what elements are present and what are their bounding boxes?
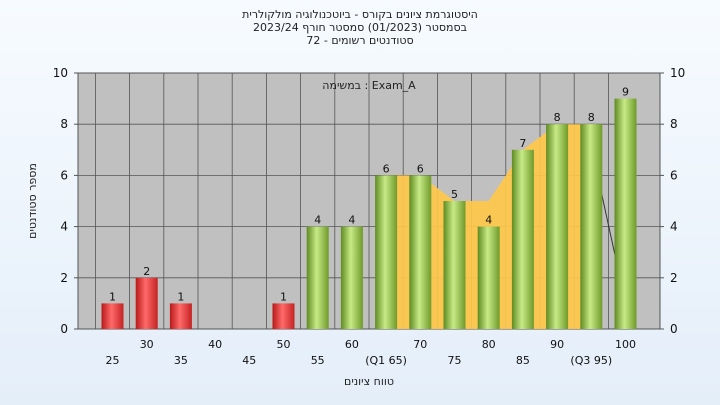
y-tick-right: 6	[670, 168, 678, 182]
y-tick-left: 4	[60, 220, 68, 234]
chart-title-line-1: היסטוגרמת ציונים בקורס - ביוטכנולוגיה מו…	[242, 8, 478, 21]
x-tick-label: 90	[550, 338, 564, 351]
bar-label-75: 5	[451, 188, 458, 201]
y-tick-left: 6	[60, 168, 68, 182]
x-tick-label: 100	[615, 338, 636, 351]
bar-80	[477, 226, 500, 329]
bar-70	[409, 175, 432, 329]
bar-label-90: 8	[554, 111, 561, 124]
x-tick-label: 50	[277, 338, 291, 351]
x-tick-label: 25	[106, 354, 120, 367]
bar-label-80: 4	[485, 214, 492, 227]
y-axis: 0 0 2 2 4 4 6 6 8 8 10 10	[53, 66, 686, 336]
bar-75	[443, 201, 466, 329]
bars	[101, 98, 637, 329]
y-tick-left: 2	[60, 271, 68, 285]
x-tick-label: 55	[311, 354, 325, 367]
x-tick-label: 70	[413, 338, 427, 351]
x-tick-label: 45	[242, 354, 256, 367]
bar-label-25: 1	[109, 290, 116, 303]
bar-label-85: 7	[519, 137, 526, 150]
chart-title-line-3: סטודנטים רשומים - 72	[306, 34, 414, 47]
y-tick-left: 10	[53, 66, 68, 80]
x-axis: 25 30 35 40 45 50 55 60 (Q1 65) 70 75 80 85 90 (Q3 95)…	[106, 338, 637, 367]
y-tick-right: 8	[670, 117, 678, 131]
bar-55	[306, 226, 329, 329]
annotation: במשימה : Exam_A	[322, 79, 416, 92]
bar-30	[135, 277, 158, 329]
x-tick-label: 40	[208, 338, 222, 351]
chart-title-line-2: בסמסטר (01/2023) סמסטר חורף 2023/24	[253, 21, 467, 34]
bar-label-70: 6	[417, 162, 424, 175]
bar-label-100: 9	[622, 86, 629, 99]
x-tick-label: 60	[345, 338, 359, 351]
y-tick-right: 2	[670, 271, 678, 285]
x-tick-label: 75	[448, 354, 462, 367]
chart-title: היסטוגרמת ציונים בקורס - ביוטכנולוגיה מו…	[0, 8, 720, 47]
bar-25	[101, 303, 124, 329]
bar-labels: 1 2 1 1 4 4 6 6 5 4 7 8 8 9	[109, 86, 629, 304]
x-tick-label: (Q1 65)	[365, 354, 407, 367]
bar-100	[614, 98, 637, 329]
y-tick-right: 10	[670, 66, 685, 80]
bar-90	[546, 124, 569, 329]
bar-85	[511, 149, 534, 329]
y-tick-left: 0	[60, 322, 68, 336]
bar-label-55: 4	[314, 214, 321, 227]
bar-50	[272, 303, 295, 329]
bar-label-30: 2	[143, 265, 150, 278]
bar-label-95: 8	[588, 111, 595, 124]
y-tick-right: 4	[670, 220, 678, 234]
x-tick-label: 35	[174, 354, 188, 367]
x-tick-label: 30	[140, 338, 154, 351]
bar-65	[375, 175, 398, 329]
x-axis-title: טווח ציונים	[344, 375, 394, 388]
y-axis-title: מספר סטודנטים	[26, 163, 39, 239]
y-tick-right: 0	[670, 322, 678, 336]
bar-95	[580, 124, 603, 329]
y-tick-left: 8	[60, 117, 68, 131]
bar-35	[169, 303, 192, 329]
bar-label-35: 1	[177, 290, 184, 303]
x-tick-label: 80	[482, 338, 496, 351]
x-tick-label: 85	[516, 354, 530, 367]
bar-60	[340, 226, 363, 329]
bar-label-65: 6	[383, 162, 390, 175]
x-tick-label: (Q3 95)	[570, 354, 612, 367]
bar-label-60: 4	[348, 214, 355, 227]
bar-label-50: 1	[280, 290, 287, 303]
